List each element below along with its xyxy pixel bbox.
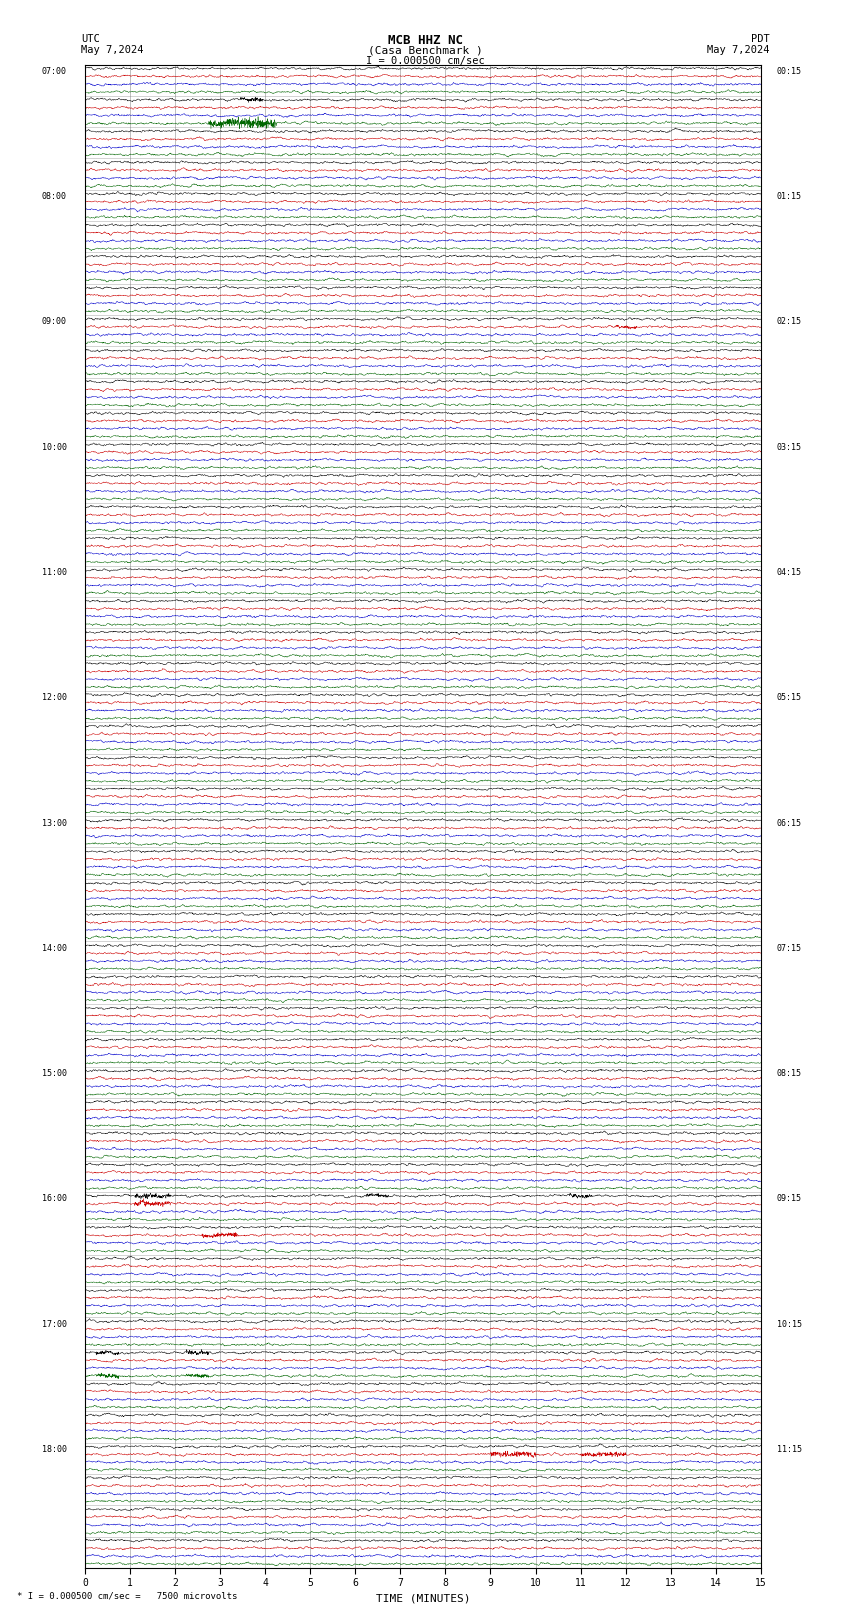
Text: 08:00: 08:00 (42, 192, 67, 202)
Text: 00:15: 00:15 (777, 66, 802, 76)
Text: 10:00: 10:00 (42, 442, 67, 452)
Text: 02:15: 02:15 (777, 318, 802, 326)
Text: 05:15: 05:15 (777, 694, 802, 702)
Text: 07:00: 07:00 (42, 66, 67, 76)
Text: 09:15: 09:15 (777, 1194, 802, 1203)
Text: May 7,2024: May 7,2024 (706, 45, 769, 55)
Text: 06:15: 06:15 (777, 818, 802, 827)
Text: 15:00: 15:00 (42, 1069, 67, 1077)
Text: 01:15: 01:15 (777, 192, 802, 202)
Text: 09:00: 09:00 (42, 318, 67, 326)
Text: I = 0.000500 cm/sec: I = 0.000500 cm/sec (366, 56, 484, 66)
Text: 14:00: 14:00 (42, 944, 67, 953)
Text: 13:00: 13:00 (42, 818, 67, 827)
Text: 16:00: 16:00 (42, 1194, 67, 1203)
Text: 17:00: 17:00 (42, 1319, 67, 1329)
Text: (Casa Benchmark ): (Casa Benchmark ) (367, 45, 483, 55)
Text: 11:00: 11:00 (42, 568, 67, 577)
Text: * I = 0.000500 cm/sec =   7500 microvolts: * I = 0.000500 cm/sec = 7500 microvolts (17, 1590, 237, 1600)
Text: 18:00: 18:00 (42, 1445, 67, 1453)
Text: 03:15: 03:15 (777, 442, 802, 452)
Text: UTC: UTC (81, 34, 99, 44)
Text: 10:15: 10:15 (777, 1319, 802, 1329)
X-axis label: TIME (MINUTES): TIME (MINUTES) (376, 1594, 470, 1603)
Text: 08:15: 08:15 (777, 1069, 802, 1077)
Text: MCB HHZ NC: MCB HHZ NC (388, 34, 462, 47)
Text: 04:15: 04:15 (777, 568, 802, 577)
Text: PDT: PDT (751, 34, 769, 44)
Text: 07:15: 07:15 (777, 944, 802, 953)
Text: May 7,2024: May 7,2024 (81, 45, 144, 55)
Text: 11:15: 11:15 (777, 1445, 802, 1453)
Text: 12:00: 12:00 (42, 694, 67, 702)
